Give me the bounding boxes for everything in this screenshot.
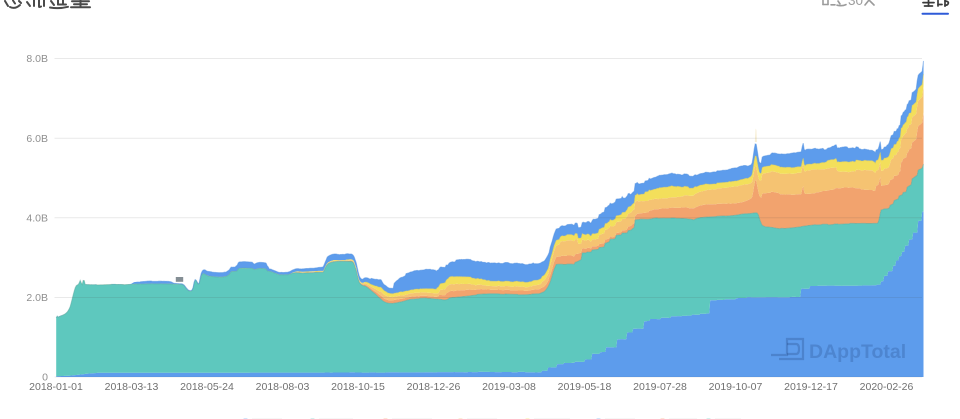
svg-text:2018-12-26: 2018-12-26 [407, 381, 461, 393]
svg-text:DAppTotal: DAppTotal [809, 341, 906, 363]
svg-text:2.0B: 2.0B [26, 292, 48, 304]
svg-text:2019-03-08: 2019-03-08 [482, 381, 536, 393]
svg-text:2018-10-15: 2018-10-15 [331, 381, 385, 393]
svg-text:8.0B: 8.0B [26, 53, 48, 65]
svg-text:2018-08-03: 2018-08-03 [256, 381, 310, 393]
svg-text:2020-02-26: 2020-02-26 [860, 381, 914, 393]
svg-text:2019-07-28: 2019-07-28 [633, 381, 687, 393]
svg-text:4.0B: 4.0B [26, 212, 48, 224]
svg-text:2018-03-13: 2018-03-13 [105, 381, 159, 393]
svg-text:2019-10-07: 2019-10-07 [709, 381, 763, 393]
svg-text:6.0B: 6.0B [26, 133, 48, 145]
svg-text:2019-12-17: 2019-12-17 [784, 381, 838, 393]
svg-text:0: 0 [42, 372, 48, 384]
svg-text:2019-05-18: 2019-05-18 [558, 381, 612, 393]
svg-text:2018-01-01: 2018-01-01 [29, 381, 83, 393]
svg-text:2018-05-24: 2018-05-24 [180, 381, 234, 393]
svg-text:30: 30 [848, 0, 863, 8]
